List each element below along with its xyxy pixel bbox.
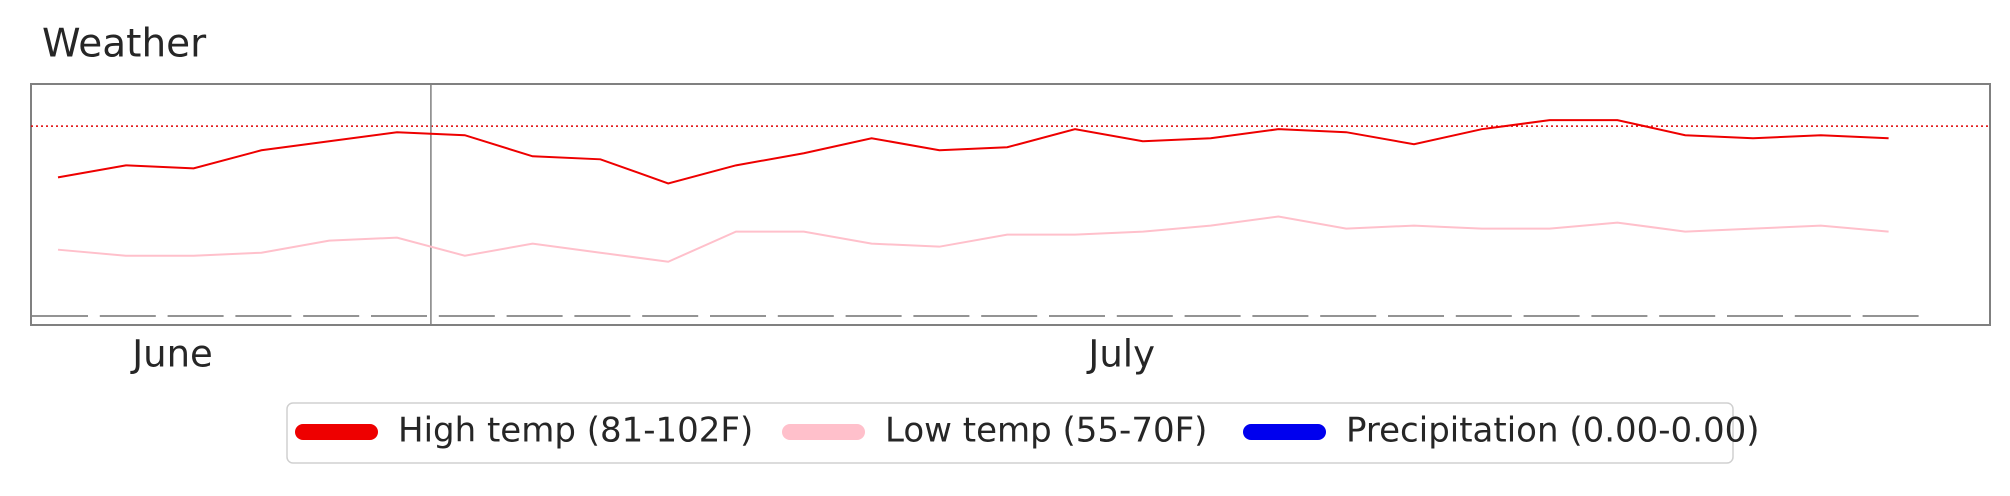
legend-label: Low temp (55-70F): [885, 411, 1207, 451]
legend-box: [286, 402, 1734, 464]
series-line: [57, 119, 1889, 185]
series-line: [57, 215, 1889, 263]
month-label: June: [130, 333, 213, 376]
chart-title: Weather: [42, 22, 207, 67]
month-label: July: [1086, 333, 1155, 376]
legend-label: Precipitation (0.00-0.00): [1346, 411, 1760, 451]
plot-frame: [30, 83, 1991, 326]
legend-label: High temp (81-102F): [398, 411, 753, 451]
